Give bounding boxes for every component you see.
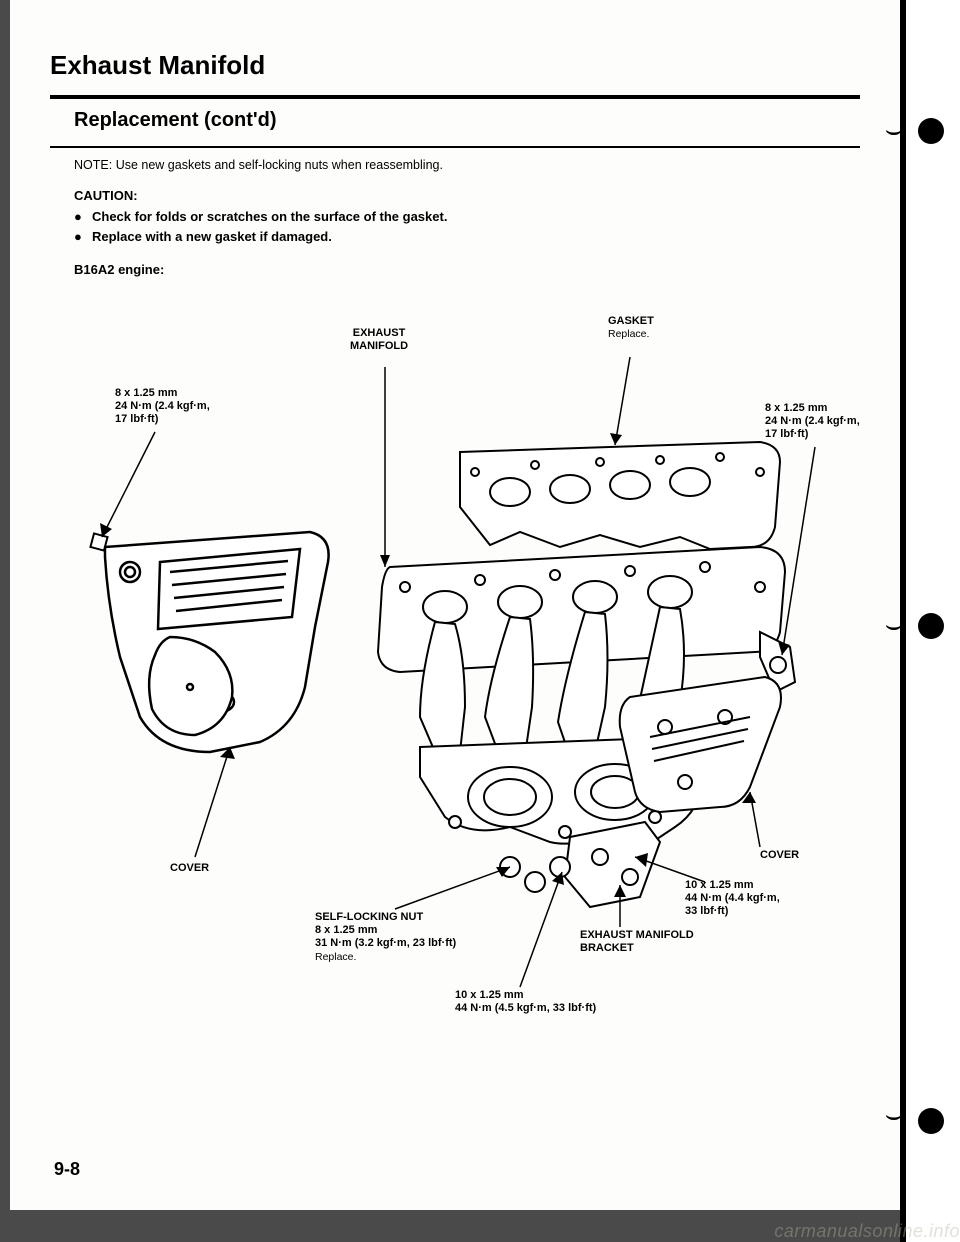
label-gasket: GASKET Replace. [608,315,654,341]
subtitle-rule [50,146,860,148]
label-text: EXHAUST MANIFOLD [350,327,408,352]
label-text: EXHAUST MANIFOLD BRACKET [580,929,694,954]
label-torque: 44 N·m (4.4 kgf·m, 33 lbf·ft) [685,892,780,917]
label-sub: Replace. [608,328,649,340]
bullet-item: Check for folds or scratches on the surf… [74,207,860,227]
page-number: 9-8 [54,1159,80,1180]
label-bolt-1025a: 10 x 1.25 mm 44 N·m (4.5 kgf·m, 33 lbf·f… [455,989,596,1015]
label-title: GASKET [608,315,654,327]
label-exhaust-manifold: EXHAUST MANIFOLD [350,327,408,353]
label-cover-right: COVER [760,849,799,862]
binder-hole-icon [918,613,944,639]
title-rule [50,95,860,99]
label-spec: 8 x 1.25 mm [315,924,377,936]
label-spec: 8 x 1.25 mm [115,387,177,399]
note-prefix: NOTE: [74,158,112,172]
label-self-locking-nut: SELF-LOCKING NUT 8 x 1.25 mm 31 N·m (3.2… [315,911,456,964]
bullet-item: Replace with a new gasket if damaged. [74,227,860,247]
manual-page: Exhaust Manifold Replacement (cont'd) NO… [10,0,900,1210]
caution-bullets: Check for folds or scratches on the surf… [74,207,860,246]
binder-hole-icon [918,1108,944,1134]
label-bolt-left: 8 x 1.25 mm 24 N·m (2.4 kgf·m, 17 lbf·ft… [115,387,210,427]
watermark: carmanualsonline.info [774,1221,960,1242]
label-spec: 10 x 1.25 mm [455,989,524,1001]
label-torque: 24 N·m (2.4 kgf·m, 17 lbf·ft) [765,415,860,440]
label-bracket: EXHAUST MANIFOLD BRACKET [580,929,694,955]
binder-hole-icon [918,118,944,144]
engine-label: B16A2 engine: [74,262,860,277]
label-torque: 31 N·m (3.2 kgf·m, 23 lbf·ft) [315,937,456,949]
note-text: Use new gaskets and self-locking nuts wh… [116,158,443,172]
section-subtitle: Replacement (cont'd) [74,109,860,132]
label-sub: Replace. [315,951,356,963]
caution-heading: CAUTION: [74,188,860,203]
label-spec: 8 x 1.25 mm [765,402,827,414]
label-torque: 24 N·m (2.4 kgf·m, 17 lbf·ft) [115,400,210,425]
label-bolt-right: 8 x 1.25 mm 24 N·m (2.4 kgf·m, 17 lbf·ft… [765,402,860,442]
label-torque: 44 N·m (4.5 kgf·m, 33 lbf·ft) [455,1002,596,1014]
label-title: SELF-LOCKING NUT [315,911,423,923]
note-line: NOTE: Use new gaskets and self-locking n… [74,158,860,172]
page-title: Exhaust Manifold [50,50,860,81]
label-spec: 10 x 1.25 mm [685,879,754,891]
label-cover-left: COVER [170,862,209,875]
label-bolt-1025b: 10 x 1.25 mm 44 N·m (4.4 kgf·m, 33 lbf·f… [685,879,780,919]
exploded-diagram: EXHAUST MANIFOLD GASKET Replace. 8 x 1.2… [60,297,840,1027]
page-edge [900,0,960,1242]
